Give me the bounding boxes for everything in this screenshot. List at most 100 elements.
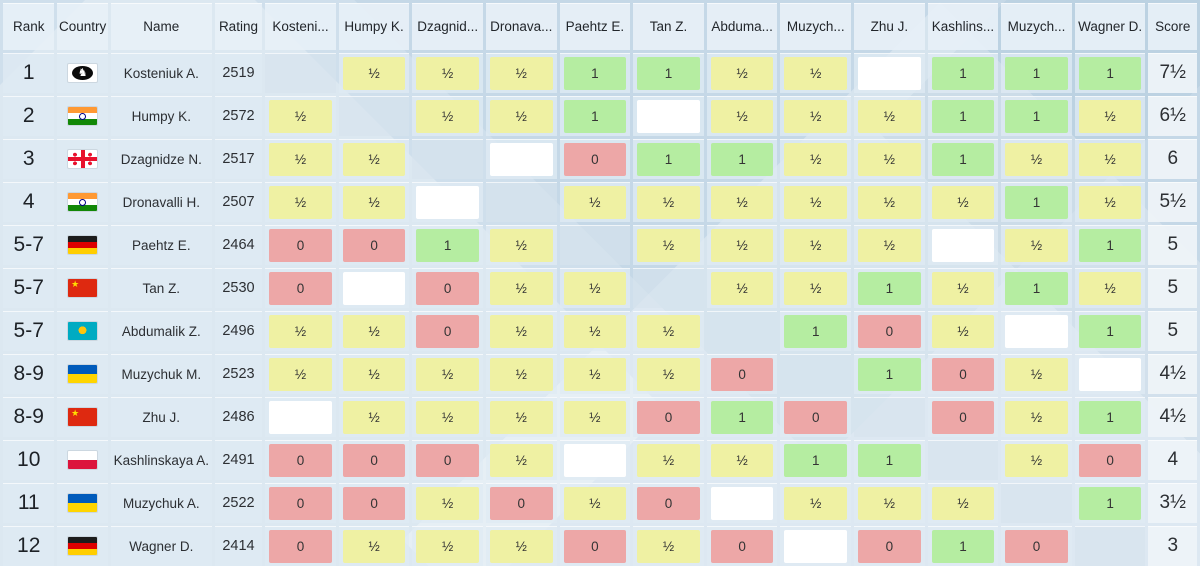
result-box[interactable]: ½ <box>1005 357 1068 391</box>
result-box[interactable]: ½ <box>342 142 406 176</box>
player-name[interactable]: Zhu J. <box>110 397 212 437</box>
result-box[interactable]: ½ <box>489 443 553 477</box>
header-opponent-1[interactable]: Kosteni... <box>265 3 336 50</box>
result-box[interactable]: ½ <box>710 56 774 90</box>
result-box[interactable]: ½ <box>342 56 406 90</box>
result-box[interactable]: 1 <box>710 400 774 434</box>
result-box[interactable]: ½ <box>269 314 332 348</box>
result-box[interactable]: ½ <box>784 99 848 133</box>
result-box[interactable]: 0 <box>784 400 848 434</box>
result-box[interactable]: ½ <box>1005 443 1068 477</box>
result-box[interactable]: ½ <box>489 400 553 434</box>
header-opponent-7[interactable]: Abduma... <box>706 3 778 50</box>
result-box[interactable]: 0 <box>416 443 479 477</box>
header-opponent-9[interactable]: Zhu J. <box>854 3 925 50</box>
header-opponent-3[interactable]: Dzagnid... <box>412 3 483 50</box>
result-box[interactable]: ½ <box>1078 99 1142 133</box>
result-box[interactable]: ½ <box>269 185 332 219</box>
player-name[interactable]: Dzagnidze N. <box>110 139 212 179</box>
result-box[interactable]: ½ <box>1005 142 1068 176</box>
result-box[interactable]: ½ <box>858 99 921 133</box>
result-box[interactable]: 1 <box>1005 271 1068 305</box>
result-box[interactable]: ½ <box>784 271 848 305</box>
result-box[interactable]: ½ <box>269 142 332 176</box>
result-box[interactable]: 1 <box>931 56 995 90</box>
result-box[interactable]: 0 <box>858 529 921 563</box>
result-box[interactable]: ½ <box>784 185 848 219</box>
result-box[interactable]: ½ <box>637 185 700 219</box>
result-box[interactable]: ½ <box>416 400 479 434</box>
result-box[interactable]: 1 <box>710 142 774 176</box>
result-box[interactable]: 0 <box>710 357 774 391</box>
result-box[interactable]: ½ <box>342 357 406 391</box>
result-box[interactable]: 0 <box>269 228 332 262</box>
result-box[interactable]: ½ <box>858 228 921 262</box>
result-box[interactable]: ½ <box>858 142 921 176</box>
player-name[interactable]: Kosteniuk A. <box>110 53 212 93</box>
result-box[interactable]: ½ <box>710 443 774 477</box>
result-box[interactable]: 0 <box>1078 443 1142 477</box>
result-box[interactable]: ½ <box>1078 185 1142 219</box>
result-box[interactable]: 0 <box>416 314 479 348</box>
result-box[interactable]: ½ <box>784 56 848 90</box>
result-box[interactable]: 0 <box>269 271 332 305</box>
result-box[interactable]: ½ <box>416 529 479 563</box>
player-name[interactable]: Dronavalli H. <box>110 182 212 222</box>
player-name[interactable]: Paehtz E. <box>110 225 212 265</box>
result-box[interactable]: ½ <box>931 486 995 520</box>
result-box[interactable]: ½ <box>637 529 700 563</box>
result-box[interactable]: 1 <box>1078 228 1142 262</box>
result-box[interactable]: ½ <box>489 357 553 391</box>
result-box[interactable]: ½ <box>563 357 627 391</box>
result-box[interactable]: ½ <box>784 228 848 262</box>
result-box[interactable]: ½ <box>710 271 774 305</box>
result-box[interactable]: 0 <box>563 142 627 176</box>
result-box[interactable]: 0 <box>342 443 406 477</box>
result-box[interactable]: 0 <box>342 486 406 520</box>
player-name[interactable]: Tan Z. <box>110 268 212 308</box>
result-box[interactable]: 0 <box>1005 529 1068 563</box>
result-box[interactable]: ½ <box>931 271 995 305</box>
result-box[interactable]: 1 <box>931 142 995 176</box>
result-box[interactable]: ½ <box>563 314 627 348</box>
result-box[interactable]: ½ <box>563 185 627 219</box>
result-box[interactable]: 0 <box>637 486 700 520</box>
result-box[interactable]: ½ <box>1005 228 1068 262</box>
result-box[interactable]: ½ <box>342 185 406 219</box>
result-box[interactable]: ½ <box>784 486 848 520</box>
result-box[interactable]: 0 <box>269 486 332 520</box>
result-box[interactable]: ½ <box>637 228 700 262</box>
result-box[interactable]: ½ <box>489 314 553 348</box>
player-name[interactable]: Kashlinskaya A. <box>110 440 212 480</box>
result-box[interactable]: ½ <box>1078 142 1142 176</box>
result-box[interactable]: ½ <box>489 271 553 305</box>
header-opponent-8[interactable]: Muzych... <box>780 3 852 50</box>
result-box[interactable]: 1 <box>1078 314 1142 348</box>
result-box[interactable]: 1 <box>1005 56 1068 90</box>
player-name[interactable]: Wagner D. <box>110 526 212 566</box>
result-box[interactable]: 1 <box>563 56 627 90</box>
header-opponent-11[interactable]: Muzych... <box>1001 3 1072 50</box>
result-box[interactable]: ½ <box>710 228 774 262</box>
result-box[interactable]: ½ <box>416 357 479 391</box>
result-box[interactable]: 0 <box>342 228 406 262</box>
result-box[interactable]: ½ <box>637 357 700 391</box>
result-box[interactable]: ½ <box>489 56 553 90</box>
result-box[interactable]: ½ <box>563 486 627 520</box>
result-box[interactable]: ½ <box>489 529 553 563</box>
result-box[interactable]: ½ <box>342 400 406 434</box>
result-box[interactable]: ½ <box>563 271 627 305</box>
result-box[interactable]: ½ <box>416 56 479 90</box>
result-box[interactable]: ½ <box>416 99 479 133</box>
result-box[interactable]: ½ <box>858 486 921 520</box>
result-box[interactable]: 1 <box>858 271 921 305</box>
result-box[interactable]: ½ <box>489 228 553 262</box>
header-opponent-4[interactable]: Dronava... <box>485 3 557 50</box>
result-box[interactable]: 1 <box>637 142 700 176</box>
result-box[interactable]: ½ <box>489 99 553 133</box>
result-box[interactable]: 1 <box>1005 99 1068 133</box>
header-opponent-2[interactable]: Humpy K. <box>338 3 410 50</box>
result-box[interactable]: 1 <box>563 99 627 133</box>
result-box[interactable]: 1 <box>858 443 921 477</box>
result-box[interactable]: 1 <box>931 99 995 133</box>
